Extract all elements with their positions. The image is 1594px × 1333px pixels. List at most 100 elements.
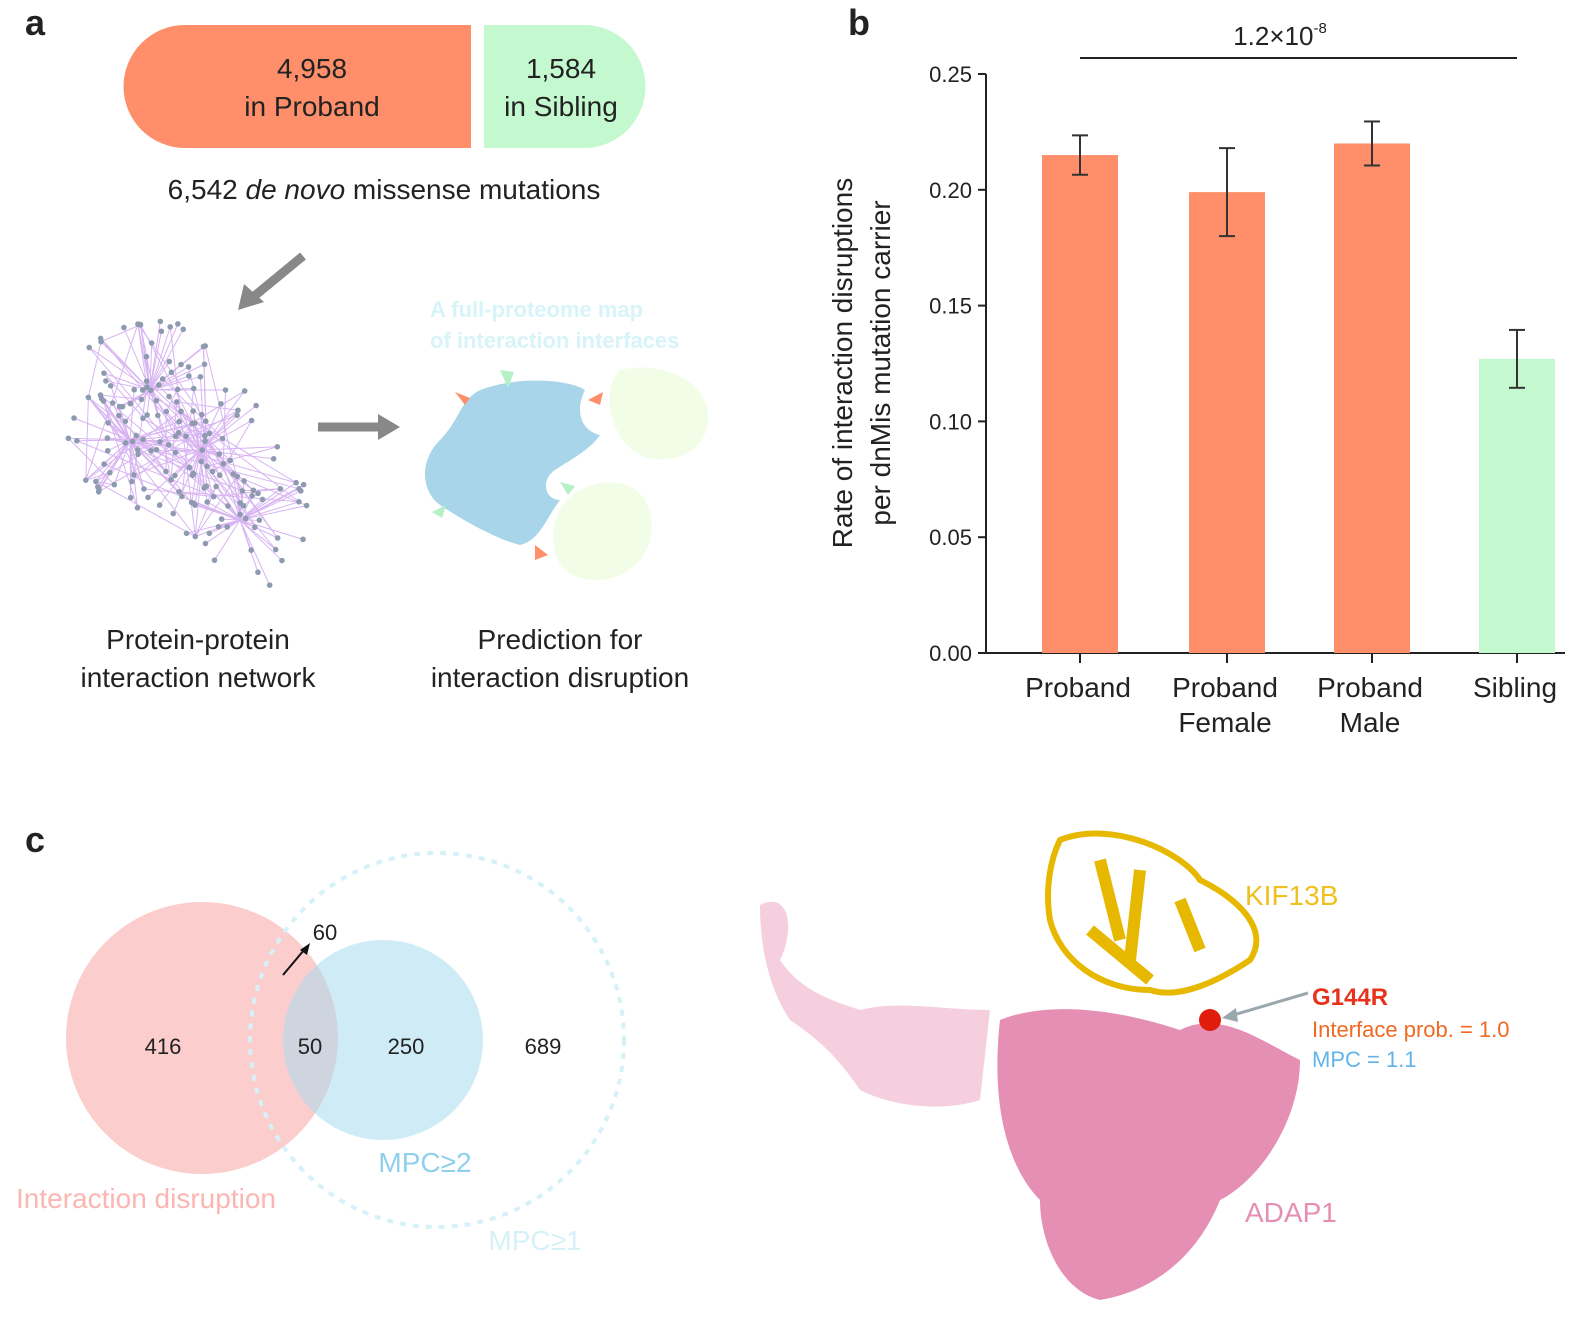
y-tick-label: 0.15 xyxy=(929,294,972,319)
node xyxy=(103,378,109,384)
proband-count: 4,958 xyxy=(277,53,347,84)
node xyxy=(158,319,164,325)
node xyxy=(166,359,172,365)
node xyxy=(138,322,144,328)
node xyxy=(123,440,129,446)
node xyxy=(242,388,248,394)
node xyxy=(212,557,218,563)
x-tick-label: Proband xyxy=(1317,672,1423,703)
node xyxy=(178,362,184,368)
node xyxy=(174,399,180,405)
node xyxy=(211,494,217,500)
node xyxy=(154,447,160,453)
node xyxy=(178,408,184,414)
edge xyxy=(177,402,238,410)
sibling-block xyxy=(484,25,645,148)
partner-blob xyxy=(610,367,708,459)
node xyxy=(131,387,137,393)
sibling-count: 1,584 xyxy=(526,53,596,84)
node xyxy=(220,461,226,467)
node xyxy=(139,397,145,403)
mutation-label: G144R xyxy=(1312,984,1388,1011)
node xyxy=(155,413,161,419)
node xyxy=(131,472,137,478)
edge xyxy=(101,342,253,491)
node xyxy=(275,535,281,541)
panel-label: b xyxy=(848,2,870,43)
node xyxy=(144,384,150,390)
node xyxy=(140,437,146,443)
node xyxy=(98,339,104,345)
node xyxy=(199,412,205,418)
node xyxy=(202,361,208,367)
partner-blob xyxy=(553,482,652,580)
site xyxy=(588,392,603,405)
map-title: A full-proteome map xyxy=(430,297,643,322)
node xyxy=(225,503,231,509)
node xyxy=(123,419,129,425)
node xyxy=(173,433,179,439)
site xyxy=(560,482,575,495)
node xyxy=(166,442,172,448)
arrow xyxy=(252,256,303,298)
node xyxy=(191,386,197,392)
node xyxy=(278,486,284,492)
y-tick-label: 0.00 xyxy=(929,641,972,666)
node xyxy=(192,420,198,426)
node xyxy=(129,479,135,485)
node xyxy=(133,433,139,439)
venn-label: Interaction disruption xyxy=(16,1183,276,1214)
y-label: per dnMis mutation carrier xyxy=(865,200,896,525)
node xyxy=(107,470,113,476)
node xyxy=(216,451,222,457)
node xyxy=(159,328,165,334)
node xyxy=(192,534,198,540)
prediction-caption: Prediction for xyxy=(478,624,643,655)
node xyxy=(148,448,154,454)
node xyxy=(207,531,213,537)
node xyxy=(198,374,204,380)
venn-count: 250 xyxy=(388,1034,425,1059)
venn-count: 689 xyxy=(525,1034,562,1059)
network-caption: interaction network xyxy=(80,662,316,693)
node xyxy=(260,497,266,503)
node xyxy=(249,493,255,499)
node xyxy=(216,524,222,530)
node xyxy=(105,420,111,426)
node xyxy=(275,444,281,450)
venn-count: 60 xyxy=(313,920,337,945)
node xyxy=(163,409,169,415)
node xyxy=(187,465,193,471)
node xyxy=(296,499,302,505)
node xyxy=(248,547,254,553)
node xyxy=(184,531,190,537)
node xyxy=(167,324,173,330)
protein-label: ADAP1 xyxy=(1245,1197,1337,1228)
node xyxy=(157,502,163,508)
node xyxy=(237,500,243,506)
bar xyxy=(1042,155,1118,653)
node xyxy=(163,469,169,475)
node xyxy=(203,541,209,547)
significance-exponent: -8 xyxy=(1313,20,1326,37)
node xyxy=(271,456,277,462)
node xyxy=(273,547,279,553)
node xyxy=(111,482,117,488)
node xyxy=(202,438,208,444)
bar xyxy=(1189,192,1265,653)
x-tick-label: Sibling xyxy=(1473,672,1557,703)
node xyxy=(213,484,219,490)
x-tick-label: Male xyxy=(1340,707,1401,738)
node xyxy=(301,482,307,488)
node xyxy=(210,469,216,475)
x-tick-label: Proband xyxy=(1025,672,1131,703)
node xyxy=(241,478,247,484)
significance: 1.2×10-8 xyxy=(1233,20,1327,51)
node xyxy=(135,505,141,511)
node xyxy=(141,486,147,492)
node xyxy=(199,447,205,453)
node xyxy=(175,387,181,393)
node xyxy=(223,387,229,393)
node xyxy=(186,364,192,370)
